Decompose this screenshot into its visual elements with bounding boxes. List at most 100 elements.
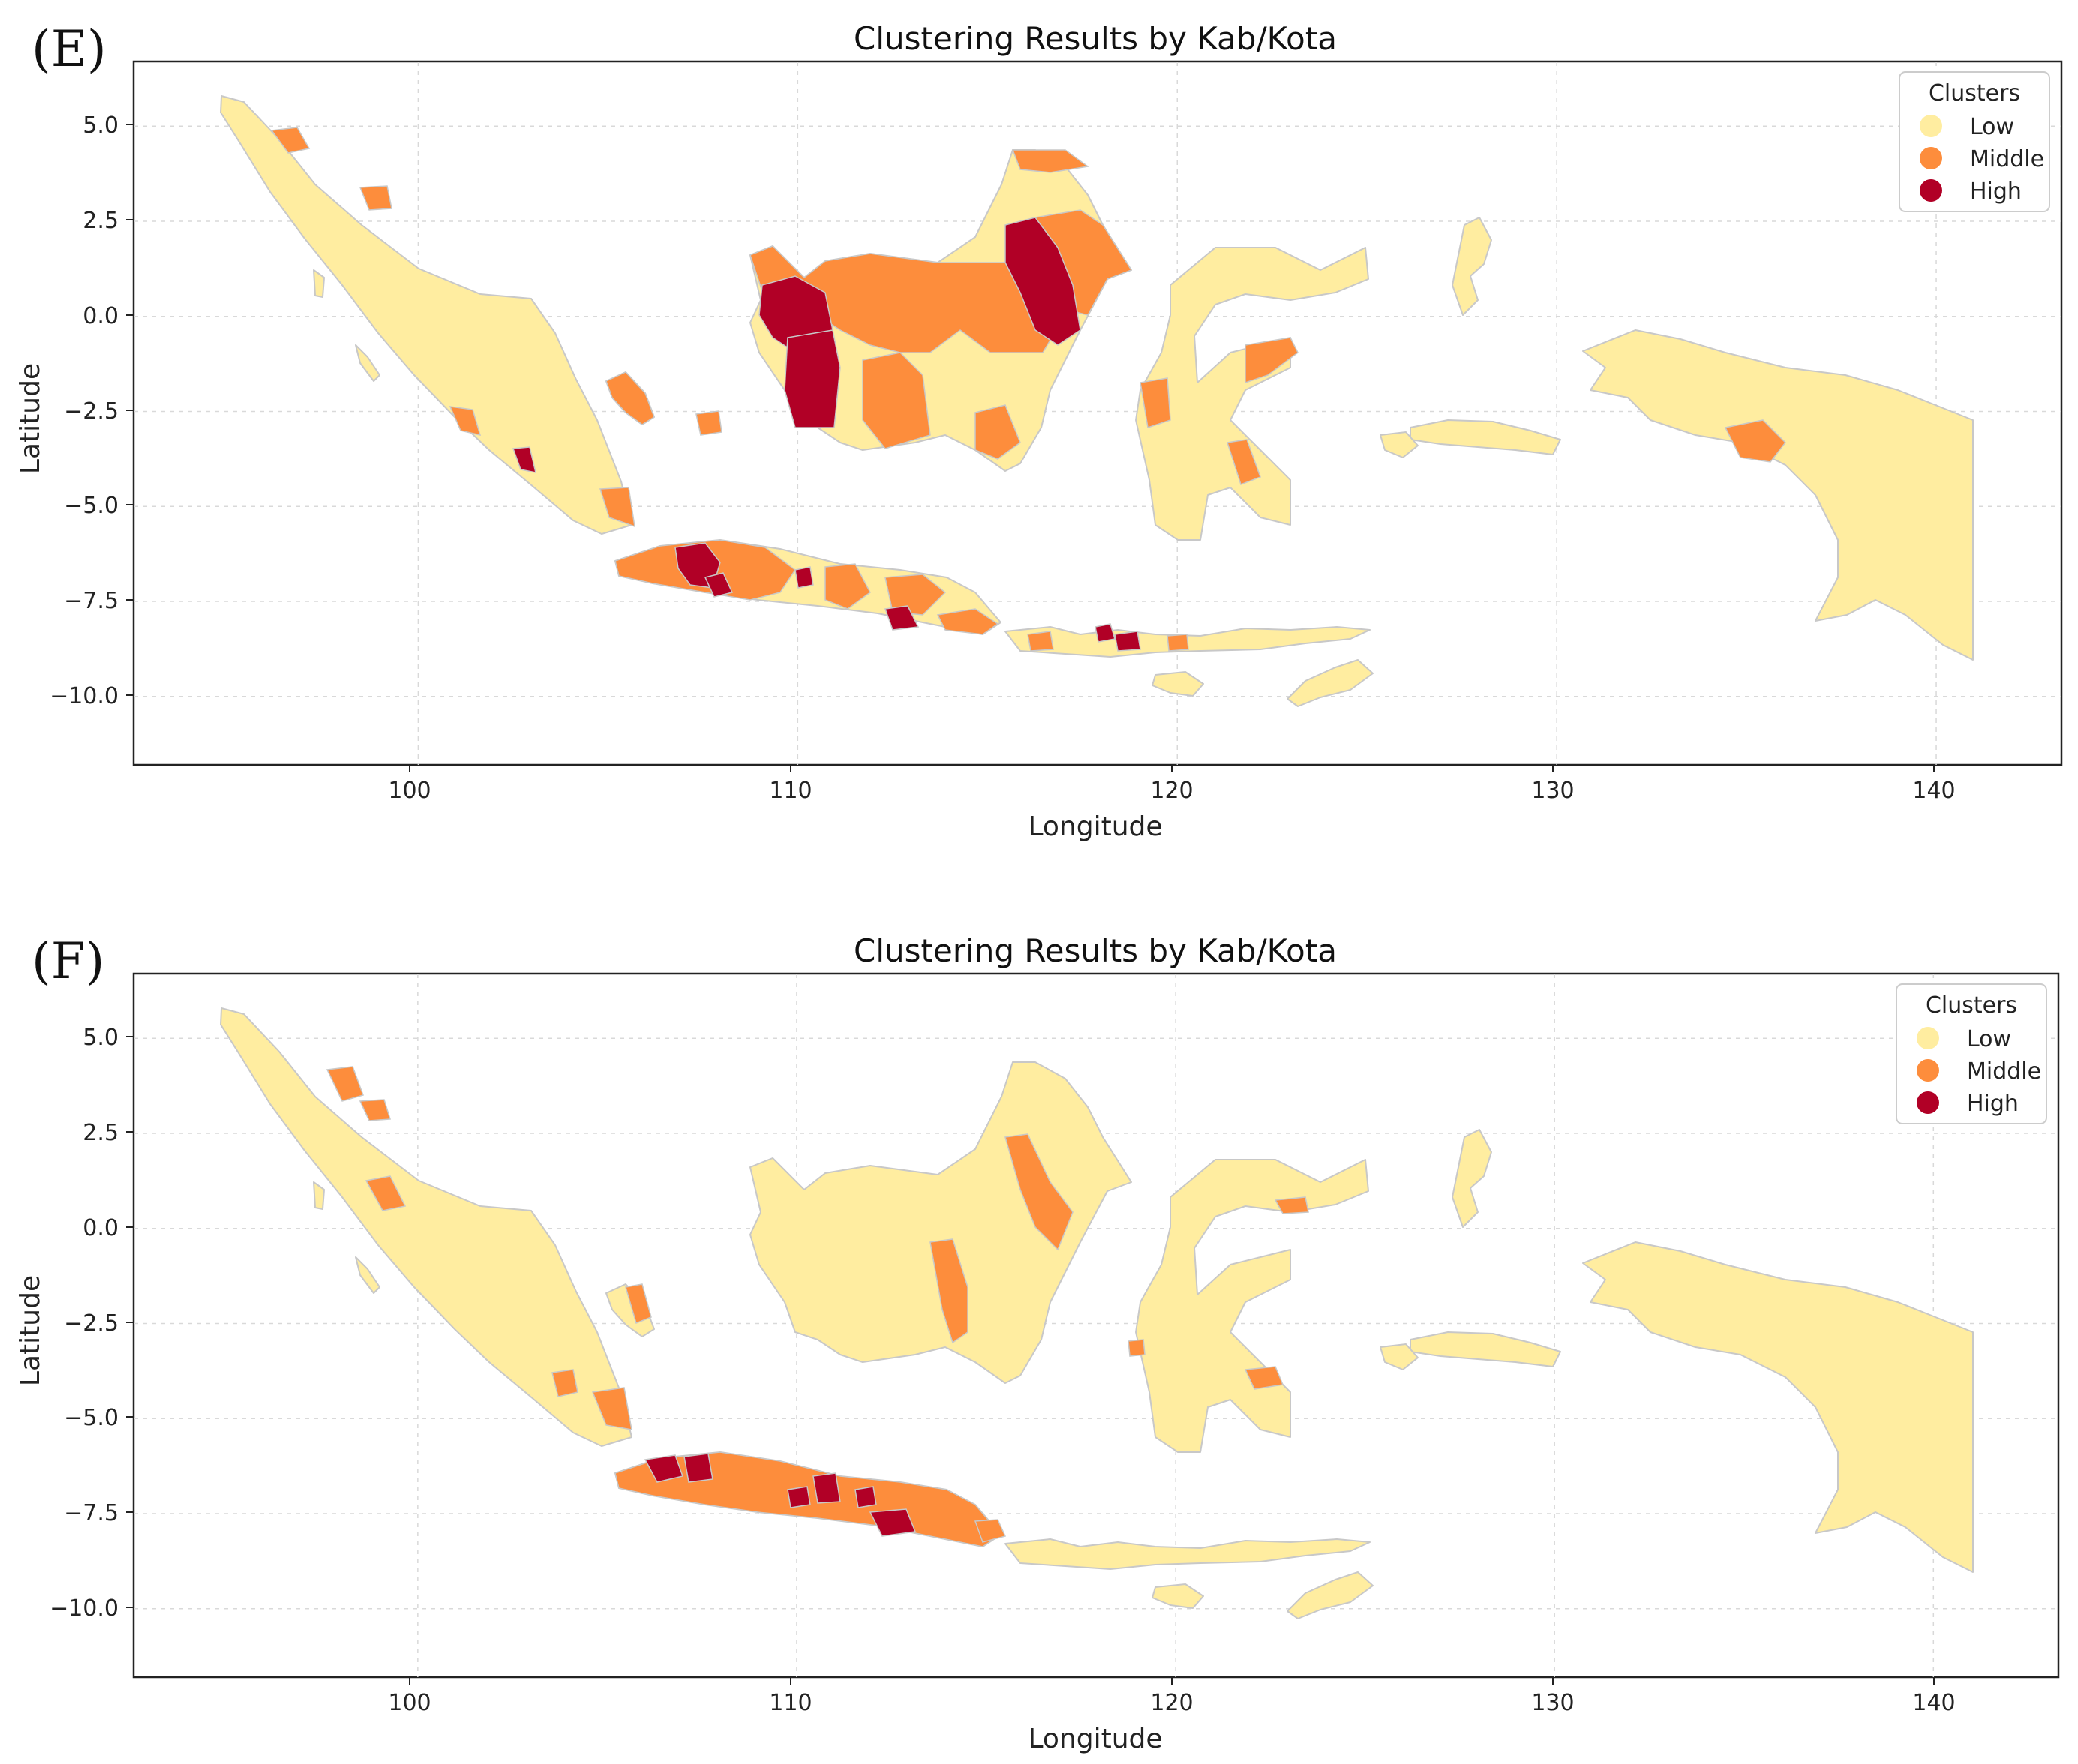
- x-tick-label: 130: [1531, 778, 1574, 804]
- y-axis-label: Latitude: [15, 363, 46, 474]
- landmass-papua: [1582, 329, 1974, 661]
- region-middle: [326, 1066, 364, 1102]
- legend-label-high: High: [1970, 178, 2022, 205]
- x-axis: 100 110 120 130 140 Longitude: [388, 1677, 1956, 1754]
- panel-letter: (E): [32, 20, 107, 78]
- region-middle: [1227, 439, 1261, 485]
- region-high: [1004, 217, 1081, 346]
- region-middle: [1140, 377, 1171, 428]
- chart-title: Clustering Results by Kab/Kota: [854, 20, 1337, 57]
- region-middle: [1128, 1339, 1146, 1357]
- region-middle: [929, 1238, 968, 1344]
- region-middle: [974, 1519, 1007, 1543]
- region-middle: [591, 1387, 632, 1430]
- x-tick-label: 100: [388, 1690, 431, 1716]
- legend-box: [1899, 71, 2050, 212]
- landmass-buru: [1380, 431, 1419, 458]
- region-middle: [1245, 337, 1299, 384]
- region-middle: [1004, 1133, 1074, 1251]
- region-middle: [599, 487, 635, 528]
- region-high: [884, 605, 920, 631]
- region-high: [1095, 623, 1116, 643]
- cluster-regions: [326, 1066, 1309, 1547]
- legend-box: [1896, 983, 2047, 1124]
- x-tick-label: 120: [1150, 778, 1193, 804]
- legend: Clusters Low Middle High: [1896, 983, 2047, 1124]
- region-middle: [1244, 1366, 1284, 1390]
- region-high: [869, 1508, 917, 1537]
- landmass-sumba: [1152, 1583, 1204, 1609]
- legend-label-low: Low: [1970, 114, 2014, 140]
- landmass-timor: [1287, 1571, 1374, 1619]
- region-middle: [359, 185, 392, 211]
- region-middle: [1011, 149, 1089, 173]
- y-axis-label: Latitude: [15, 1275, 46, 1386]
- region-middle: [974, 404, 1021, 460]
- y-tick-label: 5.0: [83, 1024, 119, 1051]
- landmass-sulawesi: [1135, 247, 1369, 541]
- y-tick-label: 0.0: [83, 1215, 119, 1241]
- region-middle: [551, 1369, 578, 1397]
- region-high: [854, 1486, 877, 1508]
- y-axis: 5.0 2.5 0.0 −2.5 −5.0 −7.5 −10.0 Latitud…: [15, 112, 134, 710]
- x-tick-label: 110: [769, 778, 812, 804]
- y-axis: 5.0 2.5 0.0 −2.5 −5.0 −7.5 −10.0 Latitud…: [15, 1024, 134, 1622]
- y-tick-label: −2.5: [64, 1310, 119, 1336]
- legend-title: Clusters: [1929, 80, 2020, 106]
- panel-e: (E) Clustering Results by Kab/Kota: [15, 20, 2063, 842]
- x-axis-label: Longitude: [1028, 812, 1162, 842]
- legend-label-middle: Middle: [1970, 146, 2044, 172]
- x-tick-label: 140: [1912, 778, 1955, 804]
- legend-marker-low: [1920, 115, 1942, 137]
- x-axis-label: Longitude: [1028, 1724, 1162, 1754]
- region-high: [1114, 631, 1141, 652]
- region-middle: [936, 608, 999, 635]
- landmass-group: [220, 1007, 1974, 1619]
- region-middle: [605, 371, 655, 425]
- region-high: [512, 446, 536, 473]
- region-high: [683, 1453, 713, 1483]
- x-tick-label: 140: [1912, 1690, 1955, 1716]
- landmass-papua: [1582, 1241, 1974, 1573]
- panel-letter: (F): [32, 932, 104, 990]
- y-tick-label: −7.5: [64, 1500, 119, 1526]
- region-high: [794, 566, 814, 589]
- region-middle: [1274, 1196, 1309, 1214]
- legend-label-middle: Middle: [1967, 1058, 2041, 1084]
- y-tick-label: −10.0: [50, 1595, 119, 1622]
- landmass-nias: [313, 1181, 325, 1210]
- landmass-timor: [1287, 659, 1374, 707]
- legend: Clusters Low Middle High: [1899, 71, 2050, 212]
- y-tick-label: −7.5: [64, 588, 119, 614]
- y-tick-label: −10.0: [50, 683, 119, 710]
- landmass-buru: [1380, 1343, 1419, 1370]
- region-middle: [1724, 419, 1786, 463]
- region-middle: [449, 406, 482, 436]
- x-tick-label: 130: [1531, 1690, 1574, 1716]
- landmass-seram: [1410, 1331, 1561, 1367]
- x-axis: 100 110 120 130 140 Longitude: [388, 765, 1956, 842]
- y-tick-label: −5.0: [64, 493, 119, 519]
- region-middle: [1167, 634, 1189, 652]
- region-high: [644, 1454, 683, 1483]
- region-middle: [1027, 631, 1054, 652]
- legend-marker-low: [1917, 1027, 1939, 1049]
- region-high: [704, 572, 734, 598]
- region-middle: [625, 1283, 652, 1324]
- landmass-sulawesi: [1135, 1159, 1369, 1453]
- legend-marker-high: [1917, 1091, 1939, 1114]
- x-tick-label: 120: [1150, 1690, 1193, 1716]
- x-tick-label: 100: [388, 778, 431, 804]
- y-tick-label: 2.5: [83, 208, 119, 234]
- region-high: [812, 1472, 841, 1504]
- legend-marker-middle: [1920, 147, 1942, 170]
- legend-marker-high: [1920, 179, 1942, 202]
- region-high: [787, 1486, 811, 1508]
- region-high: [784, 329, 841, 428]
- region-middle: [270, 127, 311, 154]
- region-middle: [824, 563, 871, 610]
- landmass-sumatra: [220, 1007, 632, 1447]
- panel-f: (F) Clustering Results by Kab/Kota: [15, 932, 2060, 1754]
- y-tick-label: −5.0: [64, 1405, 119, 1431]
